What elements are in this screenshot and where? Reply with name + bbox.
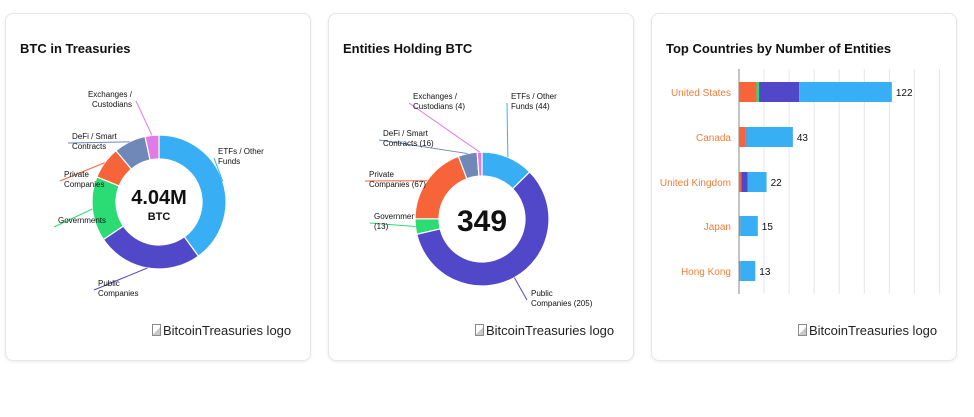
slice-label: ETFs / Other bbox=[218, 147, 264, 156]
leader-line bbox=[59, 162, 105, 182]
slice-label: Companies bbox=[64, 180, 104, 189]
bar-total-label: 122 bbox=[896, 88, 913, 99]
card-title: Entities Holding BTC bbox=[343, 41, 473, 56]
bar-total-label: 15 bbox=[762, 222, 774, 233]
slice-label: DeFi / Smart bbox=[72, 132, 118, 141]
slice-label: Custodians (4) bbox=[413, 102, 465, 111]
center-unit: BTC bbox=[148, 211, 171, 223]
leader-line bbox=[408, 102, 480, 153]
bar-segment bbox=[739, 82, 757, 102]
category-label: United States bbox=[671, 88, 731, 99]
category-label: Japan bbox=[704, 222, 731, 233]
category-label: United Kingdom bbox=[660, 178, 731, 189]
slice-label: Governments bbox=[374, 212, 422, 221]
bar-total-label: 22 bbox=[771, 178, 783, 189]
slice-label: (13) bbox=[374, 222, 389, 231]
logo-alt-text: BitcoinTreasuries logo bbox=[486, 322, 615, 338]
leader-line bbox=[513, 277, 528, 301]
category-label: Canada bbox=[696, 133, 731, 144]
broken-image-icon bbox=[798, 324, 807, 336]
slice-label: Exchanges / bbox=[413, 92, 458, 101]
bar-segment bbox=[740, 261, 756, 281]
leader-line bbox=[135, 100, 153, 136]
btc-treasuries-card: BTC in Treasuries ETFs / Other Funds Publi… bbox=[5, 13, 311, 361]
slice-label: Contracts (16) bbox=[383, 139, 434, 148]
leader-line bbox=[506, 102, 509, 158]
slice-label: Contracts bbox=[72, 142, 106, 151]
card-title: BTC in Treasuries bbox=[20, 41, 131, 56]
bar-segment bbox=[799, 82, 892, 102]
slice-label: Companies (205) bbox=[531, 299, 593, 308]
bar-segment bbox=[740, 216, 758, 236]
slice-label: Exchanges / bbox=[88, 90, 133, 99]
top-countries-card: Top Countries by Number of Entities Unit… bbox=[651, 13, 957, 361]
slice-label: ETFs / Other bbox=[511, 92, 557, 101]
slice-label: Funds bbox=[218, 157, 240, 166]
donut-slice bbox=[144, 134, 160, 161]
bar-segment bbox=[739, 127, 746, 147]
leader-line bbox=[53, 208, 93, 228]
bitcointreasuries-logo: BitcoinTreasuries logo bbox=[152, 319, 291, 341]
bar-total-label: 13 bbox=[759, 267, 771, 278]
slice-label: Public bbox=[531, 289, 553, 298]
bar-segment bbox=[759, 82, 800, 102]
slice-label: Governments bbox=[58, 216, 106, 225]
slice-label: Companies (67) bbox=[369, 180, 426, 189]
slice-label: Custodians bbox=[92, 100, 132, 109]
center-value: 349 bbox=[457, 205, 507, 238]
leader-line bbox=[369, 222, 416, 228]
bar-segment bbox=[747, 172, 767, 192]
btc-treasuries-donut: ETFs / OtherFundsPublicCompaniesGovernme… bbox=[53, 90, 264, 298]
leader-line bbox=[67, 141, 130, 144]
slice-label: DeFi / Smart bbox=[383, 129, 429, 138]
bar-segment bbox=[739, 261, 741, 281]
bar-segment bbox=[756, 82, 760, 102]
bar-segment bbox=[741, 172, 748, 192]
top-countries-bar-chart: United States 122 Canada 43 United Kingdom 22… bbox=[660, 69, 940, 294]
slice-label: Funds (44) bbox=[511, 102, 550, 111]
card-title: Top Countries by Number of Entities bbox=[666, 41, 892, 56]
bar-total-label: 43 bbox=[797, 133, 809, 144]
category-label: Hong Kong bbox=[681, 267, 731, 278]
donut-slice bbox=[416, 171, 550, 287]
logo-alt-text: BitcoinTreasuries logo bbox=[163, 322, 292, 338]
bar-segment bbox=[746, 127, 793, 147]
slice-label: Companies bbox=[98, 289, 138, 298]
bitcointreasuries-logo: BitcoinTreasuries logo bbox=[475, 319, 614, 341]
slice-label: Public bbox=[98, 279, 120, 288]
bar-segment bbox=[745, 127, 747, 147]
leader-line bbox=[213, 157, 224, 182]
slice-label: Private bbox=[369, 170, 394, 179]
bitcointreasuries-logo: BitcoinTreasuries logo bbox=[798, 319, 937, 341]
bar-segment bbox=[739, 216, 741, 236]
leader-line bbox=[93, 267, 148, 291]
entities-holding-card: Entities Holding BTC ETFs / Other Funds (… bbox=[328, 13, 634, 361]
broken-image-icon bbox=[475, 324, 484, 336]
center-value: 4.04M bbox=[131, 187, 187, 209]
slice-label: Private bbox=[64, 170, 89, 179]
logo-alt-text: BitcoinTreasuries logo bbox=[809, 322, 938, 338]
broken-image-icon bbox=[152, 324, 161, 336]
leader-line bbox=[378, 139, 468, 155]
donut-slice bbox=[102, 225, 200, 270]
bar-segment bbox=[739, 172, 742, 192]
donut-slice bbox=[158, 134, 227, 258]
